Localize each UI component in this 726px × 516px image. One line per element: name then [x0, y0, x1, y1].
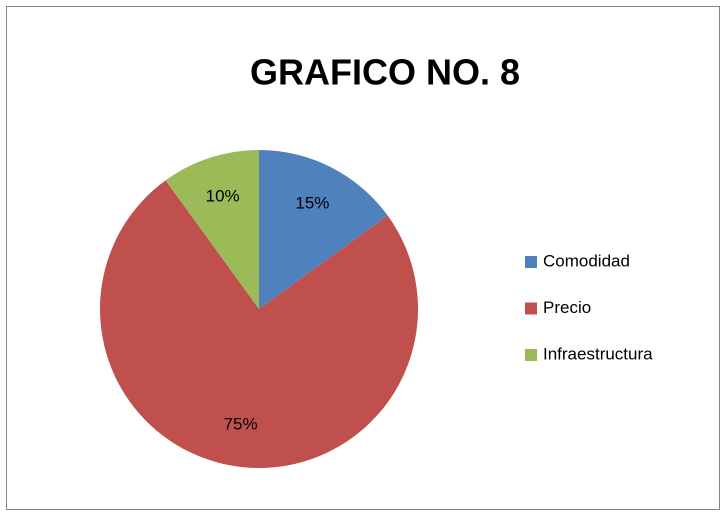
legend-swatch [525, 302, 537, 315]
chart-title: GRAFICO NO. 8 [250, 52, 520, 93]
legend-swatch [525, 349, 537, 361]
legend-swatch [525, 256, 537, 268]
legend-label: Precio [543, 298, 591, 317]
data-label: 15% [295, 194, 329, 213]
pie-slice [259, 150, 388, 309]
pie-slice [165, 150, 259, 309]
pie-slice [99, 180, 418, 469]
data-label: 75% [224, 415, 258, 434]
data-label: 10% [206, 187, 240, 206]
legend-label: Comodidad [543, 251, 630, 270]
legend-label: Infraestructura [543, 344, 653, 363]
